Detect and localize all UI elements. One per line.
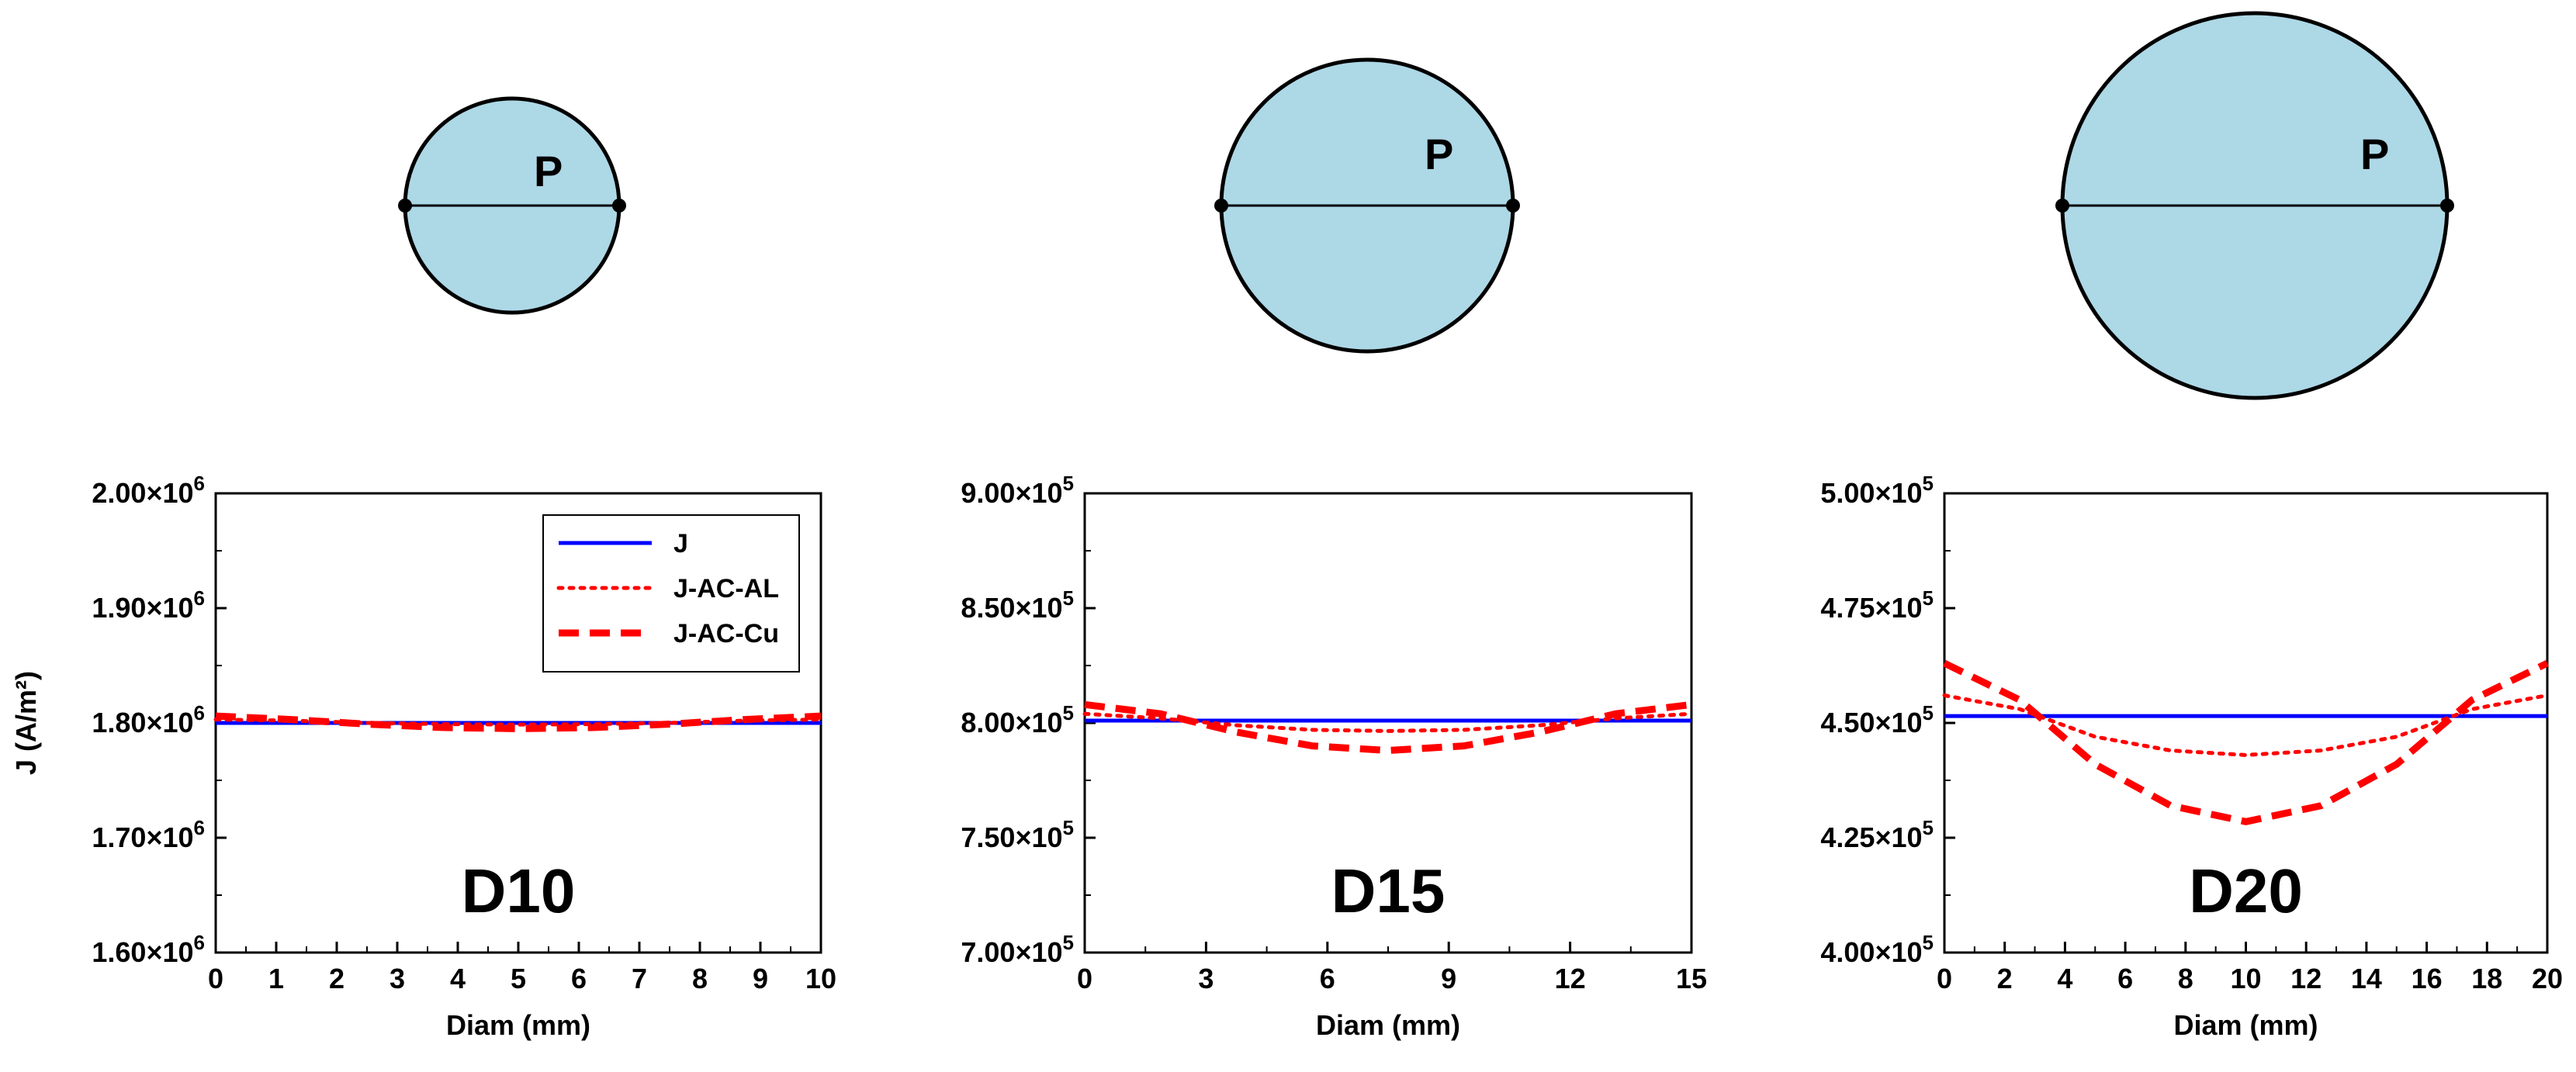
y-tick-label: 1.70×106 bbox=[92, 816, 205, 853]
x-tick-label: 6 bbox=[2117, 963, 2133, 994]
x-tick-label: 5 bbox=[511, 963, 526, 994]
diameter-endpoint bbox=[612, 199, 626, 213]
series-line-j-ac-al bbox=[1942, 693, 2550, 757]
x-tick-label: 9 bbox=[753, 963, 768, 994]
y-tick-label: 8.00×105 bbox=[961, 701, 1074, 738]
x-tick-label: 8 bbox=[692, 963, 708, 994]
y-tick-label: 4.50×105 bbox=[1820, 701, 1934, 738]
panel-label: D10 bbox=[462, 856, 576, 925]
point-label: P bbox=[1425, 130, 1453, 178]
x-tick-label: 9 bbox=[1441, 963, 1456, 994]
diameter-endpoint bbox=[1214, 199, 1228, 213]
diameter-endpoint bbox=[2440, 199, 2454, 213]
diameter-endpoint bbox=[1506, 199, 1520, 213]
chart-panel-d20: 0 2 4 6 8 10 12 14 16 18 20 4.00×105 4.25×105 4.50×10… bbox=[1820, 472, 2563, 1041]
x-tick-label: 0 bbox=[1077, 963, 1092, 994]
x-tick-label: 6 bbox=[571, 963, 587, 994]
y-tick-label: 1.80×106 bbox=[92, 701, 205, 738]
series-line-j-ac-cu bbox=[1943, 659, 2549, 825]
x-tick-label: 4 bbox=[2057, 963, 2072, 994]
x-axis-label: Diam (mm) bbox=[1316, 1009, 1460, 1041]
y-tick-label: 1.90×106 bbox=[92, 586, 205, 624]
y-tick-label: 4.75×105 bbox=[1820, 586, 1934, 624]
x-tick-label: 3 bbox=[390, 963, 405, 994]
x-tick-label: 20 bbox=[2532, 963, 2563, 994]
x-tick-label: 1 bbox=[268, 963, 284, 994]
x-tick-label: 16 bbox=[2412, 963, 2443, 994]
x-tick-label: 6 bbox=[1320, 963, 1335, 994]
chart-panel-d15: 0 3 6 9 12 15 7.00×105 7.50×105 8.00×105 8.50×105… bbox=[961, 472, 1707, 1041]
circle-diagram-d20: P bbox=[2055, 11, 2454, 400]
y-tick-label: 5.00×105 bbox=[1820, 472, 1934, 509]
x-tick-label: 0 bbox=[1937, 963, 1952, 994]
y-tick-label: 7.00×105 bbox=[961, 931, 1074, 968]
x-tick-label: 0 bbox=[208, 963, 223, 994]
diameter-endpoint bbox=[2055, 199, 2069, 213]
legend-label: J-AC-AL bbox=[673, 574, 779, 603]
x-tick-label: 2 bbox=[1997, 963, 2013, 994]
chart-panel-d10: 0 1 2 3 4 5 6 7 8 9 10 1.60×106 1.70×106 1.80×106 1.90… bbox=[10, 472, 836, 1041]
x-tick-label: 14 bbox=[2351, 963, 2382, 994]
legend-label: J-AC-Cu bbox=[673, 619, 779, 648]
y-tick-label: 2.00×106 bbox=[92, 472, 205, 509]
x-tick-label: 2 bbox=[329, 963, 345, 994]
y-tick-label: 7.50×105 bbox=[961, 816, 1074, 853]
x-tick-label: 12 bbox=[2290, 963, 2322, 994]
x-tick-label: 3 bbox=[1198, 963, 1214, 994]
x-tick-label: 4 bbox=[450, 963, 466, 994]
x-tick-label: 10 bbox=[2230, 963, 2261, 994]
legend-label: J bbox=[673, 529, 688, 558]
y-tick-label: 4.00×105 bbox=[1820, 931, 1934, 968]
x-tick-label: 10 bbox=[805, 963, 836, 994]
legend: J J-AC-AL J-AC-Cu bbox=[542, 514, 800, 673]
x-tick-label: 15 bbox=[1676, 963, 1707, 994]
series-line-j-ac-cu bbox=[1084, 700, 1692, 754]
x-axis-label: Diam (mm) bbox=[2173, 1009, 2318, 1041]
x-tick-label: 7 bbox=[632, 963, 647, 994]
y-tick-label: 4.25×105 bbox=[1820, 816, 1934, 853]
circle-diagram-d15: P bbox=[1214, 57, 1520, 354]
point-label: P bbox=[2360, 130, 2389, 178]
x-tick-label: 8 bbox=[2178, 963, 2193, 994]
y-tick-label: 1.60×106 bbox=[92, 931, 205, 968]
x-tick-label: 12 bbox=[1555, 963, 1586, 994]
x-tick-label: 18 bbox=[2471, 963, 2502, 994]
y-tick-label: 8.50×105 bbox=[961, 586, 1074, 624]
panel-label: D20 bbox=[2189, 856, 2303, 925]
x-axis-label: Diam (mm) bbox=[446, 1009, 590, 1041]
circle-diagram-d10: P bbox=[398, 96, 626, 315]
diameter-endpoint bbox=[398, 199, 412, 213]
series-line-j-ac-cu bbox=[215, 712, 822, 732]
panel-label: D15 bbox=[1331, 856, 1446, 925]
point-label: P bbox=[534, 147, 563, 195]
y-tick-label: 9.00×105 bbox=[961, 472, 1074, 509]
y-axis-label: J (A/m²) bbox=[10, 671, 42, 775]
